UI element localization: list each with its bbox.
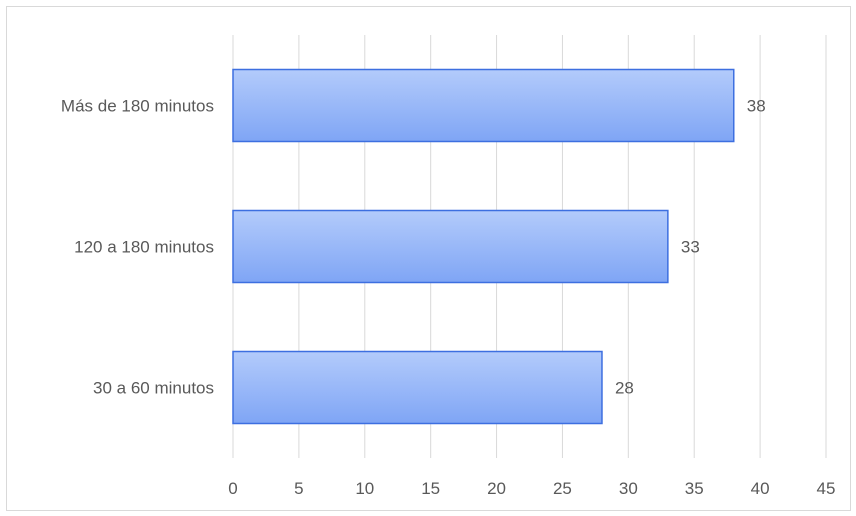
x-tick-label: 5 <box>294 479 303 498</box>
x-tick-label: 0 <box>228 479 237 498</box>
data-label: 28 <box>615 379 634 398</box>
x-tick-label: 10 <box>355 479 374 498</box>
category-labels: Más de 180 minutos 120 a 180 minutos 30 a … <box>61 97 214 398</box>
data-label: 38 <box>747 97 766 116</box>
bar-3 <box>232 350 603 425</box>
x-tick-label: 20 <box>487 479 506 498</box>
data-labels: 38 33 28 <box>615 97 766 398</box>
bar-2 <box>232 209 669 284</box>
x-tick-label: 45 <box>817 479 836 498</box>
x-tick-label: 30 <box>619 479 638 498</box>
bar-1 <box>232 68 735 143</box>
data-label: 33 <box>681 238 700 257</box>
x-tick-label: 35 <box>685 479 704 498</box>
x-axis-tick-labels: 0 5 10 15 20 25 30 35 40 45 <box>228 479 835 498</box>
category-label: 30 a 60 minutos <box>93 379 214 398</box>
category-label: Más de 180 minutos <box>61 97 214 116</box>
x-tick-label: 25 <box>553 479 572 498</box>
x-tick-label: 40 <box>751 479 770 498</box>
category-label: 120 a 180 minutos <box>74 238 214 257</box>
bars <box>232 68 735 425</box>
x-tick-label: 15 <box>421 479 440 498</box>
